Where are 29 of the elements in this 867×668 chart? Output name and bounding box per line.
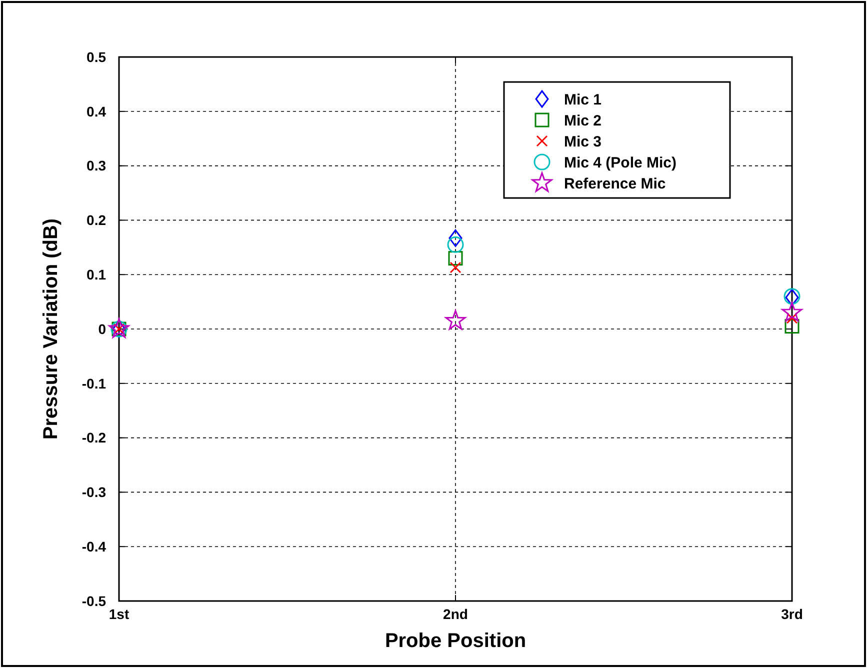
- point: [448, 251, 463, 266]
- y-tick-label: 0: [98, 320, 106, 337]
- y-tick-label: 0.2: [86, 212, 106, 228]
- y-tick-label: -0.5: [82, 592, 106, 609]
- y-tick-label: 0.3: [86, 158, 106, 174]
- point: [784, 319, 800, 334]
- y-tick-label: 0.5: [86, 48, 106, 65]
- y-tick-label: -0.2: [82, 430, 106, 446]
- point: [445, 310, 466, 330]
- y-tick-label: -0.3: [82, 484, 106, 500]
- y-tick-label: -0.1: [82, 375, 106, 392]
- point: [782, 302, 802, 322]
- legend-label: Mic 2: [564, 112, 602, 130]
- y-tick-label: 0.1: [86, 266, 106, 282]
- legend-label: Mic 3: [564, 133, 602, 150]
- point: [447, 236, 464, 253]
- point: [786, 312, 798, 324]
- y-axis-title: Pressure Variation (dB): [40, 218, 62, 440]
- x-axis-title: Probe Position: [384, 630, 526, 652]
- x-tick-label: 3rd: [781, 606, 803, 622]
- x-tick-label: 1st: [108, 606, 130, 622]
- legend-label: Mic 4 (Pole Mic): [564, 154, 677, 172]
- y-tick-label: 0.4: [86, 103, 106, 120]
- point: [448, 229, 462, 247]
- point: [450, 262, 462, 274]
- y-tick-label: -0.4: [82, 538, 106, 554]
- legend-label: Reference Mic: [564, 175, 666, 192]
- legend-label: Mic 1: [564, 91, 602, 108]
- x-tick-label: 2nd: [443, 606, 468, 622]
